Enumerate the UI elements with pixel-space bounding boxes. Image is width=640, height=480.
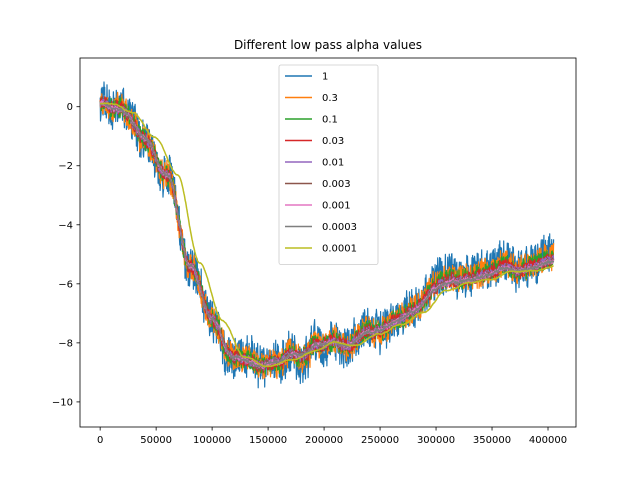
- legend-label-0.0003: 0.0003: [322, 222, 357, 233]
- x-tick-label: 100000: [193, 435, 231, 446]
- x-tick-label: 300000: [417, 435, 455, 446]
- y-axis: 0 −2 −4 −6 −8 −10: [52, 102, 80, 408]
- x-tick-label: 150000: [249, 435, 287, 446]
- axes-frame: [79, 57, 577, 428]
- chart-title: Different low pass alpha values: [234, 38, 422, 52]
- series-line-0.0003: [99, 101, 555, 368]
- y-tick-label: −8: [58, 338, 73, 349]
- legend-box: [278, 64, 379, 265]
- x-tick-label: 350000: [473, 435, 511, 446]
- legend-label-0.003: 0.003: [322, 179, 351, 190]
- legend-label-0.3: 0.3: [322, 93, 338, 104]
- legend-label-0.001: 0.001: [322, 201, 351, 212]
- x-tick-label: 200000: [305, 435, 343, 446]
- plot-area: [99, 81, 555, 389]
- y-tick-label: −6: [58, 279, 73, 290]
- y-tick-label: −4: [58, 220, 73, 231]
- x-axis: 0 50000 100000 150000 200000 250000 300000 3500…: [97, 427, 567, 446]
- legend-label-0.01: 0.01: [322, 158, 344, 169]
- legend: 1 0.3 0.1 0.03 0.01 0.003 0.001 0.0003 0.0001: [278, 64, 379, 265]
- legend-label-0.03: 0.03: [322, 136, 344, 147]
- x-tick-label: 250000: [361, 435, 399, 446]
- x-tick-label: 0: [97, 435, 103, 446]
- y-tick-label: −10: [52, 397, 73, 408]
- x-tick-label: 50000: [140, 435, 172, 446]
- legend-label-0.1: 0.1: [322, 115, 338, 126]
- y-tick-label: −2: [58, 161, 73, 172]
- x-tick-label: 400000: [529, 435, 567, 446]
- legend-label-0.0001: 0.0001: [322, 244, 357, 255]
- legend-label-1: 1: [322, 72, 328, 83]
- y-tick-label: 0: [67, 102, 73, 113]
- series-line-0.0001: [99, 102, 555, 368]
